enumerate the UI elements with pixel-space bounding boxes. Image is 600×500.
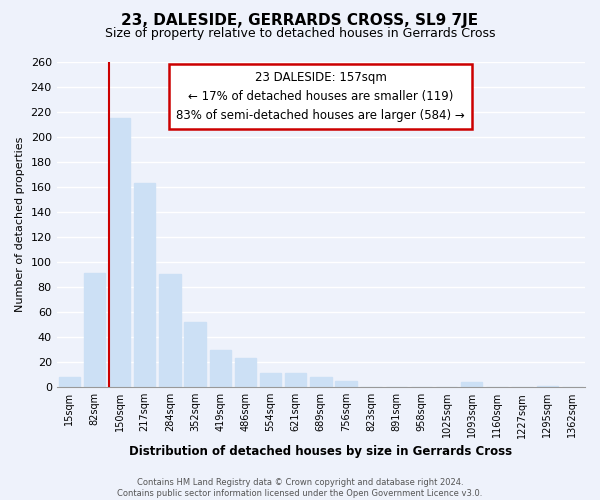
Bar xyxy=(209,350,231,387)
Bar xyxy=(461,382,482,387)
Bar xyxy=(84,273,105,387)
Bar xyxy=(536,386,558,387)
Bar xyxy=(335,381,356,387)
Bar xyxy=(260,374,281,387)
Bar xyxy=(134,183,155,387)
Bar xyxy=(159,274,181,387)
Bar xyxy=(109,118,130,387)
Text: 23 DALESIDE: 157sqm
← 17% of detached houses are smaller (119)
83% of semi-detac: 23 DALESIDE: 157sqm ← 17% of detached ho… xyxy=(176,72,465,122)
Bar xyxy=(59,377,80,387)
Text: Size of property relative to detached houses in Gerrards Cross: Size of property relative to detached ho… xyxy=(105,28,495,40)
Y-axis label: Number of detached properties: Number of detached properties xyxy=(15,136,25,312)
Bar xyxy=(184,322,206,387)
X-axis label: Distribution of detached houses by size in Gerrards Cross: Distribution of detached houses by size … xyxy=(129,444,512,458)
Bar xyxy=(310,377,332,387)
Bar xyxy=(285,374,307,387)
Text: 23, DALESIDE, GERRARDS CROSS, SL9 7JE: 23, DALESIDE, GERRARDS CROSS, SL9 7JE xyxy=(121,12,479,28)
Bar xyxy=(235,358,256,387)
Text: Contains HM Land Registry data © Crown copyright and database right 2024.
Contai: Contains HM Land Registry data © Crown c… xyxy=(118,478,482,498)
